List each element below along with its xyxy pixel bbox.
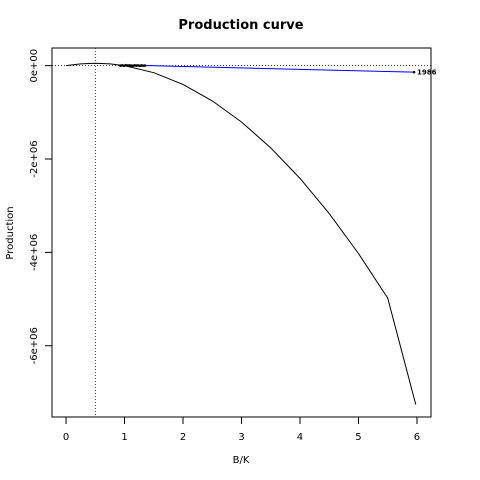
trajectory-point xyxy=(143,64,147,67)
x-tick-label: 5 xyxy=(355,432,361,443)
x-tick-label: 2 xyxy=(180,432,186,443)
production-curve-line xyxy=(65,62,417,405)
plot-frame xyxy=(51,47,432,418)
trajectory-line xyxy=(120,64,415,73)
series-layer xyxy=(65,62,417,405)
y-tick-label: -6e+06 xyxy=(29,327,40,364)
x-tick-label: 3 xyxy=(238,432,244,443)
x-tick-label: 0 xyxy=(63,432,69,443)
annotations-layer: 1986 xyxy=(417,69,437,77)
x-axis: 0 1 2 3 4 5 6 xyxy=(63,417,420,443)
reference-lines xyxy=(52,48,431,417)
point-annotation: 1986 xyxy=(417,69,437,77)
y-axis-label: Production xyxy=(5,206,16,259)
trajectory-point xyxy=(412,70,416,74)
x-axis-label: B/K xyxy=(233,455,250,466)
y-tick-label: -4e+06 xyxy=(29,234,40,271)
y-tick-label: -2e+06 xyxy=(29,140,40,177)
x-tick-label: 6 xyxy=(414,432,420,443)
x-tick-label: 4 xyxy=(297,432,303,443)
x-tick-label: 1 xyxy=(121,432,127,443)
chart-title: Production curve xyxy=(178,18,303,33)
y-tick-label: 0e+00 xyxy=(29,49,40,83)
y-axis: 0e+00 -2e+06 -4e+06 -6e+06 xyxy=(29,49,52,364)
